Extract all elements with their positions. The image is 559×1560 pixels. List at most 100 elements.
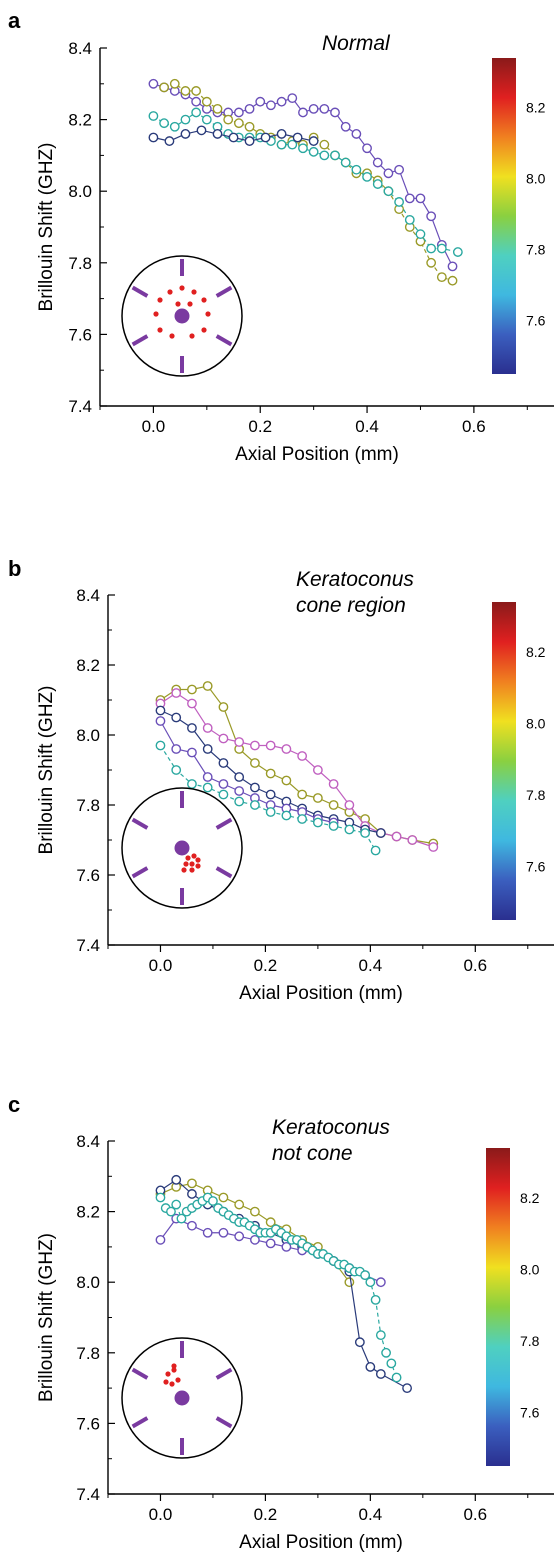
- y-axis-title: Brillouin Shift (GHZ): [36, 143, 57, 312]
- data-point: [244, 136, 255, 146]
- data-point: [360, 828, 371, 838]
- data-point: [212, 129, 223, 139]
- data-point: [298, 143, 308, 154]
- data-point: [260, 132, 271, 143]
- data-point: [187, 684, 197, 695]
- data-point: [265, 807, 276, 817]
- data-point: [202, 782, 213, 793]
- data-point: [426, 257, 437, 268]
- data-point: [250, 1234, 260, 1245]
- colorbar-tick-label: 7.8: [526, 242, 546, 258]
- data-point: [351, 164, 362, 175]
- data-point: [202, 744, 213, 754]
- data-point: [159, 82, 169, 93]
- data-point: [386, 1358, 397, 1369]
- data-point: [180, 129, 191, 139]
- data-point: [340, 157, 351, 168]
- diagram-measurement-dot: [167, 289, 173, 295]
- diagram-measurement-dot: [157, 327, 163, 333]
- x-tick-label: 0.0: [149, 1505, 173, 1524]
- data-point: [265, 768, 276, 779]
- data-point: [218, 789, 229, 800]
- y-axis-title: Brillouin Shift (GHZ): [36, 686, 57, 855]
- y-tick-label: 7.4: [76, 936, 100, 955]
- data-point: [250, 800, 260, 810]
- data-point: [159, 118, 169, 129]
- data-point: [218, 733, 229, 744]
- diagram-marker: [215, 817, 233, 830]
- data-point: [344, 1277, 355, 1288]
- data-point: [218, 1227, 229, 1238]
- y-tick-label: 7.8: [68, 254, 92, 273]
- x-tick-label: 0.2: [254, 956, 278, 975]
- data-point: [187, 1178, 197, 1189]
- data-point: [244, 103, 255, 114]
- data-point: [404, 214, 415, 225]
- data-point: [265, 1217, 276, 1228]
- y-tick-label: 8.4: [76, 586, 100, 605]
- data-point: [201, 96, 212, 107]
- data-point: [276, 139, 287, 150]
- data-point: [202, 1227, 213, 1238]
- diagram-measurement-dot: [189, 333, 195, 339]
- data-point: [155, 1192, 166, 1203]
- data-point: [265, 740, 276, 751]
- diagram-measurement-dot: [171, 1363, 177, 1369]
- x-tick-label: 0.4: [359, 956, 383, 975]
- data-point: [308, 146, 319, 157]
- data-point: [228, 132, 239, 143]
- data-point: [381, 1347, 391, 1358]
- data-point: [308, 103, 319, 114]
- data-point: [375, 1330, 386, 1341]
- series-line: [163, 83, 453, 282]
- x-tick-label: 0.0: [149, 956, 173, 975]
- data-point: [169, 121, 180, 132]
- data-point: [287, 139, 298, 150]
- panel-b: b Keratoconus cone region 7.4 7.6 7.8 8.0 8.2 8.…: [8, 556, 554, 1004]
- y-tick-label: 8.4: [76, 1132, 100, 1151]
- x-axis-title: Axial Position (mm): [235, 444, 399, 465]
- data-point: [370, 845, 381, 856]
- y-tick-label: 8.0: [68, 182, 92, 201]
- data-point: [362, 143, 372, 154]
- data-point: [171, 688, 182, 698]
- data-point: [383, 168, 394, 179]
- data-point: [148, 132, 159, 143]
- data-point: [404, 193, 415, 204]
- diagram-measurement-dot: [169, 333, 175, 339]
- panel-letter: b: [8, 556, 21, 581]
- data-point: [394, 164, 405, 175]
- data-point: [218, 1192, 229, 1203]
- data-point: [148, 111, 159, 121]
- data-point: [344, 800, 355, 810]
- cornea-diagram: [121, 787, 243, 909]
- data-point: [171, 744, 182, 754]
- data-point: [351, 129, 362, 139]
- data-point: [281, 744, 292, 754]
- data-point: [452, 247, 463, 257]
- x-tick-label: 0.6: [463, 1505, 487, 1524]
- diagram-measurement-dot: [195, 857, 201, 863]
- diagram-measurement-dot: [165, 1371, 171, 1377]
- data-point: [212, 103, 223, 114]
- y-tick-label: 7.6: [76, 866, 100, 885]
- data-point: [375, 828, 386, 838]
- y-tick-label: 8.4: [68, 39, 92, 58]
- data-point: [276, 129, 287, 139]
- data-point: [218, 779, 229, 789]
- data-point: [276, 96, 287, 107]
- data-point: [328, 821, 339, 831]
- data-point: [308, 136, 319, 146]
- data-point: [328, 779, 339, 789]
- y-tick-label: 7.8: [76, 796, 100, 815]
- data-point: [330, 150, 340, 161]
- data-point: [428, 842, 439, 852]
- cornea-diagram: [121, 1337, 243, 1459]
- data-point: [266, 100, 276, 111]
- data-point: [155, 740, 166, 751]
- data-point: [187, 747, 197, 758]
- data-point: [155, 716, 166, 726]
- data-point: [383, 186, 394, 197]
- data-point: [365, 1277, 376, 1288]
